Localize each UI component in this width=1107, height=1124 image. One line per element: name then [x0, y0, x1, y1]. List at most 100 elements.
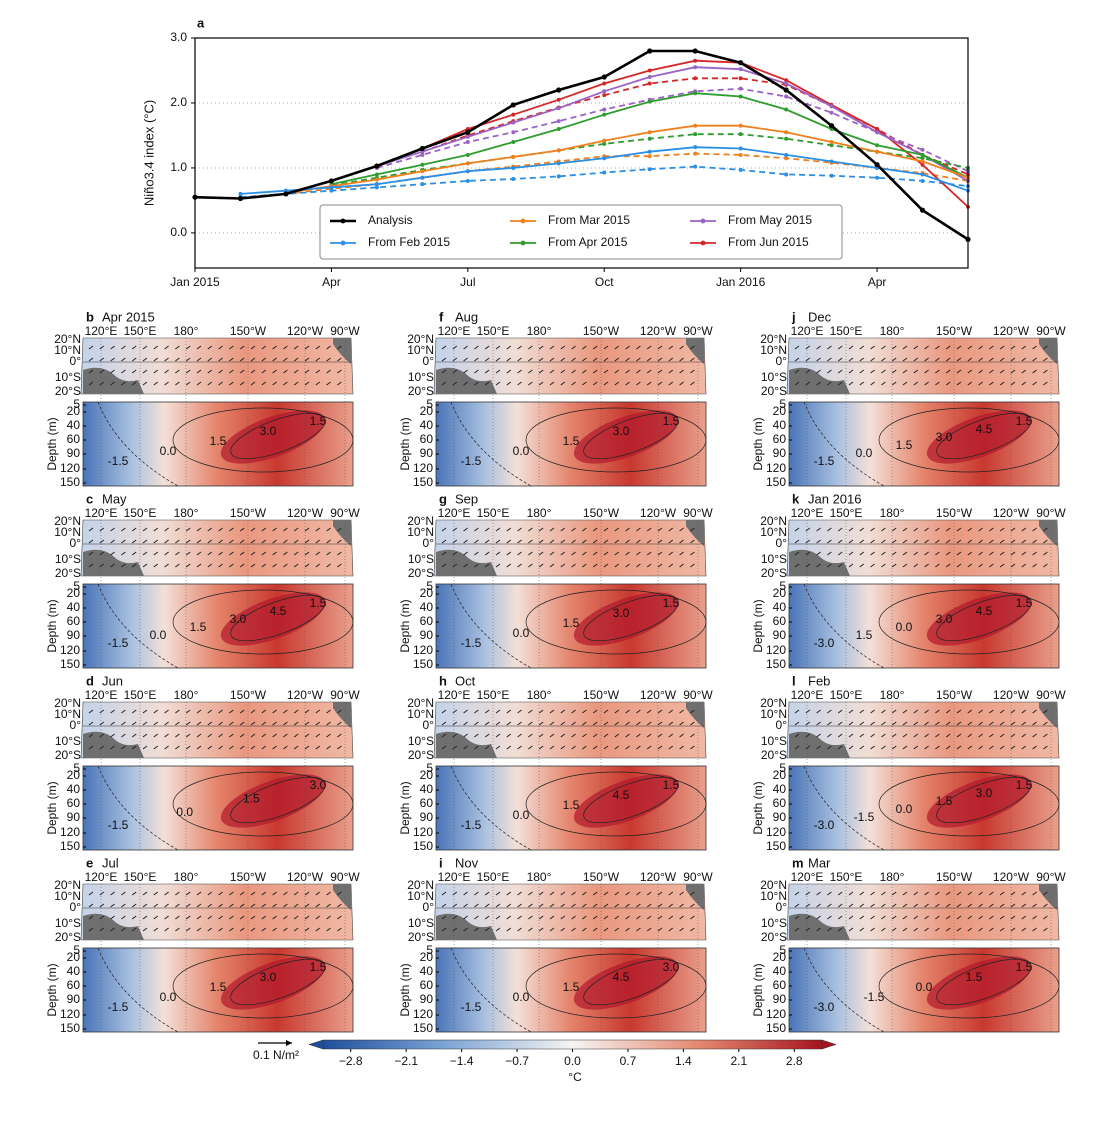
wind-arrow: [636, 709, 641, 714]
wind-arrow: [506, 345, 512, 350]
wind-arrow: [517, 381, 522, 386]
wind-arrow: [837, 345, 843, 350]
wind-arrow: [956, 381, 962, 386]
wind-arrow: [816, 733, 821, 738]
warm-core: [220, 774, 326, 828]
wind-arrow: [474, 915, 479, 920]
wind-arrow: [582, 733, 587, 738]
wind-arrow: [506, 539, 512, 544]
depth-tick-label: 20: [67, 950, 81, 964]
wind-arrow: [668, 709, 674, 714]
lat-label: 0°: [423, 900, 435, 914]
wind-arrow: [592, 527, 598, 532]
wind-arrow: [517, 527, 522, 532]
wind-arrow: [538, 539, 544, 544]
wind-arrow: [517, 369, 522, 374]
wind-arrow: [625, 709, 630, 714]
wind-arrow: [999, 733, 1005, 738]
wind-arrow: [315, 381, 321, 386]
sst-map: [80, 701, 354, 759]
wind-arrow: [218, 721, 223, 726]
lon-label: 180°: [880, 870, 905, 884]
warm-core: [573, 774, 679, 828]
lat-label: 10°N: [54, 525, 81, 539]
contour-label: 0.0: [513, 808, 530, 822]
wind-arrow: [261, 891, 267, 896]
wind-arrow: [110, 539, 115, 544]
wind-arrow: [272, 369, 277, 374]
wind-arrow: [528, 891, 533, 896]
wind-arrow: [153, 381, 159, 386]
wind-arrow: [153, 369, 159, 374]
wind-arrow: [999, 539, 1005, 544]
wind-arrow: [304, 721, 310, 726]
wind-arrow: [528, 539, 533, 544]
point: [420, 182, 425, 187]
wind-arrow: [88, 733, 94, 738]
wind-arrow: [690, 915, 695, 920]
contour: [172, 771, 354, 837]
lon-label: 180°: [880, 324, 905, 338]
wind-arrow: [229, 903, 234, 908]
wind-arrow: [315, 721, 321, 726]
wind-arrow: [816, 709, 821, 714]
wind-arrow: [614, 563, 620, 568]
wind-arrow: [185, 369, 191, 374]
wind-arrow: [110, 927, 115, 932]
lon-label: 180°: [174, 506, 199, 520]
wind-arrow: [999, 721, 1005, 726]
wind-arrow: [592, 539, 598, 544]
lat-label: 20°S: [408, 930, 434, 944]
wind-arrow: [196, 369, 202, 374]
land: [1039, 702, 1057, 728]
wind-arrow: [582, 369, 587, 374]
contour-dashed: [803, 583, 885, 669]
wind-arrow: [978, 709, 983, 714]
wind-arrow: [175, 927, 180, 932]
point: [511, 176, 516, 181]
wind-arrow: [679, 891, 684, 896]
wind-arrow: [625, 381, 630, 386]
wind-arrow: [272, 903, 277, 908]
wind-arrow: [293, 891, 299, 896]
contour-label: 1.5: [1016, 414, 1033, 428]
wind-arrow: [1010, 357, 1016, 362]
wind-arrow: [495, 357, 501, 362]
wind-arrow: [293, 345, 299, 350]
land: [83, 549, 144, 576]
lon-label: 150°E: [830, 506, 863, 520]
wind-arrow: [1010, 915, 1016, 920]
wind-arrow: [848, 357, 854, 362]
lat-label: 20°N: [54, 514, 81, 528]
wind-arrow: [646, 357, 652, 362]
wind-arrow: [989, 745, 994, 750]
depth-tick-label: 150: [766, 475, 786, 489]
wind-arrow: [999, 357, 1005, 362]
wind-arrow: [805, 709, 811, 714]
lat-label: 10°N: [760, 525, 787, 539]
wind-arrow: [571, 891, 576, 896]
wind-arrow: [261, 357, 267, 362]
wind-arrow: [506, 357, 512, 362]
lat-label: 20°N: [760, 696, 787, 710]
wind-arrow: [326, 369, 331, 374]
wind-arrow: [528, 551, 533, 556]
wind-arrow: [452, 345, 458, 350]
wind-arrow: [239, 527, 245, 532]
wind-arrow: [956, 709, 962, 714]
wind-arrow: [967, 357, 973, 362]
wind-key-arrowhead: [286, 1040, 292, 1046]
wind-arrow: [827, 551, 832, 556]
wind-arrow: [816, 527, 821, 532]
depth-tick-label: 20: [67, 404, 81, 418]
wind-arrow: [185, 539, 191, 544]
wind-arrow: [315, 345, 321, 350]
panel-letter: c: [86, 491, 93, 506]
wind-arrow: [474, 527, 479, 532]
wind-arrow: [978, 915, 983, 920]
wind-arrow: [517, 345, 522, 350]
wind-arrow: [913, 345, 919, 350]
wind-arrow: [592, 563, 598, 568]
